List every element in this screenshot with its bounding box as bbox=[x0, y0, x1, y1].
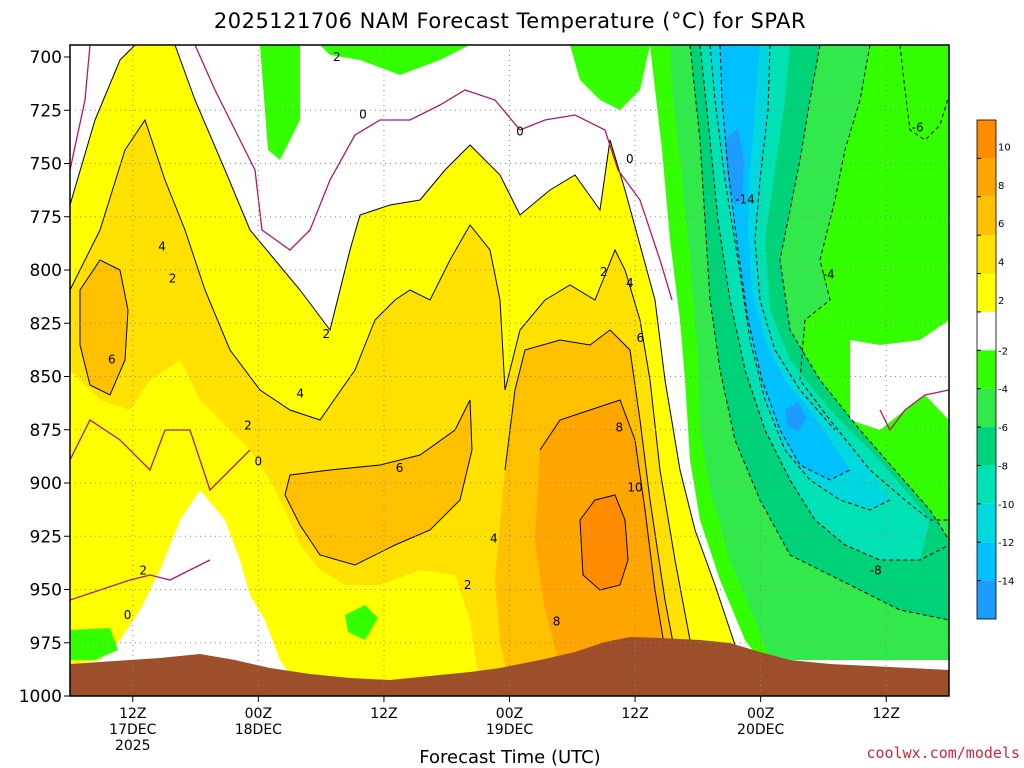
contour-label: 0 bbox=[255, 455, 263, 469]
colorbar-frame bbox=[976, 119, 997, 620]
contour-label: 6 bbox=[396, 461, 404, 475]
x-axis-label: Forecast Time (UTC) bbox=[419, 747, 600, 768]
x-tick-label: 2025 bbox=[115, 738, 151, 754]
y-tick-label: 700 bbox=[30, 48, 62, 68]
colorbar-swatch bbox=[977, 311, 996, 351]
colorbar-label: -12 bbox=[998, 538, 1014, 549]
contour-label: 8 bbox=[616, 421, 624, 435]
region-6-to-8 bbox=[80, 260, 680, 690]
colorbar-swatch bbox=[977, 120, 996, 159]
chart-title: 2025121706 NAM Forecast Temperature (°C)… bbox=[214, 9, 806, 33]
y-tick-label: 975 bbox=[30, 634, 62, 654]
colorbar-label: -8 bbox=[998, 461, 1008, 472]
y-tick-label: 800 bbox=[30, 261, 62, 281]
contour-label: 4 bbox=[626, 276, 634, 290]
colorbar-swatch bbox=[977, 388, 996, 428]
x-tick-label: 12Z bbox=[873, 706, 900, 722]
region-minus12-to-minus14 bbox=[720, 45, 850, 480]
contour-label: -14 bbox=[735, 193, 755, 207]
contour-label: 2 bbox=[244, 418, 252, 432]
x-tick-label: 00Z bbox=[245, 706, 272, 722]
y-axis: 700 725 750 775 800 825 850 875 900 925 950 975 1000 bbox=[19, 48, 70, 707]
region-below-minus14 bbox=[725, 128, 806, 432]
contour-label: 2 bbox=[323, 327, 331, 341]
y-tick-label: 775 bbox=[30, 208, 62, 228]
x-tick-label: 12Z bbox=[621, 706, 648, 722]
x-tick-label: 12Z bbox=[119, 706, 146, 722]
contour-label: 2 bbox=[600, 265, 608, 279]
credit-link[interactable]: coolwx.com/models bbox=[866, 744, 1020, 762]
contour-label: 2 bbox=[169, 272, 177, 286]
contour-label: 0 bbox=[359, 108, 367, 122]
contour-label: 4 bbox=[158, 240, 166, 254]
colorbar-swatch bbox=[977, 580, 996, 619]
colorbar-label: -6 bbox=[998, 423, 1008, 434]
terrain bbox=[70, 637, 949, 696]
colorbar-label: -4 bbox=[998, 385, 1008, 396]
y-tick-label: 900 bbox=[30, 474, 62, 494]
contour-label: 2 bbox=[333, 50, 341, 64]
grid bbox=[70, 45, 949, 696]
y-tick-label: 825 bbox=[30, 314, 62, 334]
contour-labels: 2 0 0 0 -14 -6 -4 4 2 6 2 4 2 0 6 4 2 2 0 8 10 8 2 4 6 -8 bbox=[108, 50, 924, 628]
y-tick-label: 1000 bbox=[19, 687, 62, 707]
contour-label: 0 bbox=[516, 125, 524, 139]
y-tick-label: 725 bbox=[30, 101, 62, 121]
colorbar-swatch bbox=[977, 465, 996, 504]
x-tick-label: 12Z bbox=[370, 706, 397, 722]
contour-label: 0 bbox=[626, 152, 634, 166]
y-tick-label: 875 bbox=[30, 421, 62, 441]
colorbar-swatch bbox=[977, 503, 996, 543]
contour-label: -4 bbox=[823, 267, 835, 281]
colorbar-swatch bbox=[977, 158, 996, 197]
y-tick-label: 850 bbox=[30, 368, 62, 388]
colorbar-swatch bbox=[977, 542, 996, 581]
contour-label: 0 bbox=[124, 608, 132, 622]
y-tick-label: 750 bbox=[30, 155, 62, 175]
x-tick-label: 18DEC bbox=[235, 722, 282, 738]
colorbar-swatch bbox=[977, 196, 996, 236]
contour-label: 8 bbox=[553, 614, 561, 628]
colorbar-label: -2 bbox=[998, 346, 1008, 357]
contour-label: 6 bbox=[636, 331, 644, 345]
contour-lines bbox=[70, 45, 736, 681]
contour-label: 10 bbox=[627, 480, 642, 494]
contour-label: 2 bbox=[139, 563, 147, 577]
x-tick-label: 00Z bbox=[747, 706, 774, 722]
contour-label: -8 bbox=[870, 563, 882, 577]
colorbar-label: 10 bbox=[998, 142, 1011, 153]
colorbar-label: 8 bbox=[998, 181, 1004, 192]
colorbar-label: -10 bbox=[998, 500, 1014, 511]
colorbar-swatch bbox=[977, 235, 996, 274]
contour-label: -6 bbox=[912, 120, 924, 134]
y-tick-label: 925 bbox=[30, 527, 62, 547]
colorbar-label: 4 bbox=[998, 258, 1004, 269]
colorbar-label: 6 bbox=[998, 219, 1004, 230]
region-10-to-12 bbox=[580, 495, 628, 590]
contour-label: 4 bbox=[490, 531, 498, 545]
x-tick-label: 00Z bbox=[496, 706, 523, 722]
x-tick-label: 19DEC bbox=[486, 722, 533, 738]
contour-label: 6 bbox=[108, 352, 116, 366]
contour-label: 4 bbox=[296, 387, 304, 401]
colorbar-swatch bbox=[977, 427, 996, 466]
colorbar-swatch bbox=[977, 273, 996, 312]
colorbar-swatch bbox=[977, 350, 996, 389]
x-tick-label: 20DEC bbox=[737, 722, 784, 738]
x-tick-label: 17DEC bbox=[109, 722, 156, 738]
negative-contour-lines bbox=[689, 45, 949, 621]
contour-label: 2 bbox=[464, 578, 472, 592]
colorbar: 10 8 6 4 2 -2 -4 -6 -8 -10 -12 -14 bbox=[976, 119, 1014, 620]
colorbar-label: -14 bbox=[998, 577, 1014, 588]
y-tick-label: 950 bbox=[30, 581, 62, 601]
region-minus10-to-minus12 bbox=[710, 45, 890, 510]
colorbar-label: 2 bbox=[998, 296, 1004, 307]
